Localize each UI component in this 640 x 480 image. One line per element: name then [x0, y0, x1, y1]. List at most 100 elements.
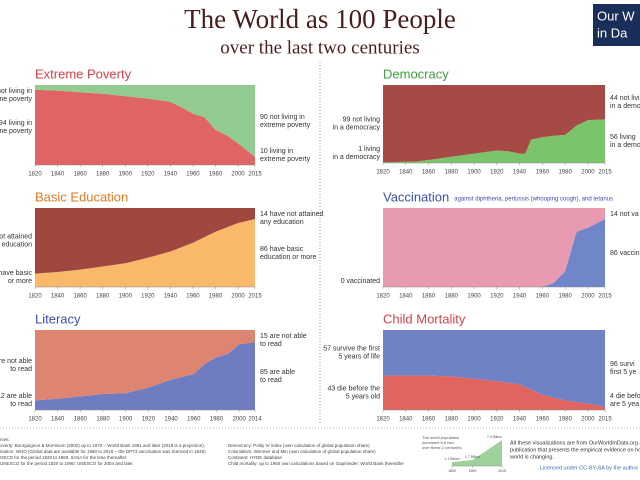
- area: [35, 208, 255, 274]
- series-label: y education: [0, 242, 32, 249]
- series-label: any education: [260, 219, 304, 226]
- series-label: 44 not livi: [610, 95, 640, 102]
- inset-note: The world population: [422, 435, 459, 440]
- x-tick-label: 1900: [467, 417, 481, 423]
- footer-license: Licensed under CC-BY-SA by the author: [540, 465, 638, 471]
- footer-source: ination: WHO (Global data are available …: [0, 449, 206, 454]
- series-label: first 5 ye: [610, 369, 637, 376]
- series-label: 1 living: [358, 146, 380, 153]
- x-tick-label: 2015: [598, 417, 612, 423]
- series-label: to read: [260, 341, 282, 348]
- x-tick-label: 1840: [51, 294, 65, 300]
- x-tick-label: 2015: [248, 172, 262, 178]
- x-tick-label: 1960: [536, 170, 550, 176]
- panel-title: Literacy: [35, 311, 81, 326]
- page-title: The World as 100 People: [184, 4, 456, 34]
- area: [383, 375, 605, 410]
- footer-source: overty: Bourguignon & Morrisson (2002) u…: [0, 443, 205, 448]
- logo-text: Our W: [597, 8, 635, 23]
- panel-title: Extreme Poverty: [35, 66, 132, 81]
- x-tick-label: 1900: [469, 469, 477, 473]
- logo: [593, 4, 640, 46]
- series-label: to read: [10, 366, 32, 373]
- x-tick-label: 1860: [73, 294, 87, 300]
- x-tick-label: 2000: [581, 294, 595, 300]
- area: [35, 89, 255, 165]
- x-tick-label: 1920: [141, 294, 155, 300]
- series-label: education or more: [260, 254, 317, 261]
- series-label: 57 survive the first: [323, 346, 380, 353]
- x-tick-label: 2015: [248, 294, 262, 300]
- x-tick-label: 1860: [422, 294, 436, 300]
- x-tick-label: 1960: [186, 172, 200, 178]
- x-tick-label: 2000: [232, 417, 246, 423]
- area: [383, 119, 605, 163]
- x-tick-label: 2015: [598, 170, 612, 176]
- series-label: to read: [10, 401, 32, 408]
- series-label: in a democracy: [333, 124, 381, 131]
- series-label: 90 not living in: [260, 114, 305, 121]
- x-tick-label: 1860: [422, 170, 436, 176]
- series-label: 56 living: [610, 134, 636, 141]
- x-tick-label: 1940: [513, 170, 527, 176]
- series-label: 14 have not attained: [260, 211, 324, 218]
- area: [35, 85, 255, 157]
- area: [383, 208, 605, 287]
- footer-source: Continent: HYDE database: [228, 455, 283, 460]
- x-tick-label: 1860: [74, 417, 88, 423]
- area: [35, 342, 255, 410]
- footer-source: Democracy: Polity IV index (own calculat…: [228, 443, 370, 448]
- x-tick-label: 1820: [376, 417, 390, 423]
- x-tick-label: 1880: [445, 417, 459, 423]
- x-tick-label: 1960: [186, 294, 200, 300]
- series-label: in a democ: [610, 103, 640, 110]
- series-label: extreme poverty: [0, 128, 32, 135]
- x-tick-label: 1940: [164, 417, 178, 423]
- footer-source: OECD for the period 1820 to 1960. IIASA …: [0, 455, 127, 460]
- series-label: 85 are able: [260, 369, 295, 376]
- x-tick-label: 1820: [28, 417, 42, 423]
- series-label: 4 die befo: [610, 393, 640, 400]
- series-label: 94 living in: [0, 120, 32, 127]
- x-tick-label: 1980: [558, 170, 572, 176]
- x-tick-label: 1880: [445, 170, 459, 176]
- series-label: 14 not va: [610, 211, 639, 218]
- footer-about: world is changing.: [509, 454, 554, 460]
- x-tick-label: 1940: [164, 172, 178, 178]
- x-tick-label: 1860: [422, 417, 436, 423]
- x-tick-label: 1860: [73, 172, 87, 178]
- series-label: extreme poverty: [260, 122, 311, 129]
- x-tick-label: 1820: [376, 294, 390, 300]
- x-tick-label: 1960: [536, 294, 550, 300]
- x-tick-label: 1920: [142, 417, 156, 423]
- x-tick-label: 2000: [581, 417, 595, 423]
- series-label: extreme poverty: [0, 96, 32, 103]
- footer-source: Child mortality: up to 1960 own calculat…: [228, 461, 405, 466]
- panel-subtitle: against diphtheria, pertussis (whooping …: [454, 197, 613, 203]
- footer-source: Colonialism: Wimmer and Min (own calcula…: [228, 449, 376, 454]
- series-label: 0 vaccinated: [341, 278, 380, 285]
- x-tick-label: 2000: [231, 294, 245, 300]
- area: [383, 219, 605, 287]
- value-label: 1.1 Billion: [444, 457, 459, 461]
- x-tick-label: 1880: [96, 417, 110, 423]
- x-tick-label: 1900: [119, 294, 133, 300]
- area: [383, 330, 605, 407]
- panel-title: Democracy: [383, 66, 449, 81]
- series-label: are 5 yea: [610, 401, 639, 408]
- x-tick-label: 1940: [164, 294, 178, 300]
- series-label: are not able: [0, 358, 32, 365]
- x-tick-label: 1880: [96, 172, 110, 178]
- x-tick-label: 1840: [51, 417, 65, 423]
- x-tick-label: 1820: [376, 170, 390, 176]
- x-tick-label: 1840: [51, 172, 65, 178]
- x-tick-label: 1940: [513, 294, 527, 300]
- x-tick-label: 1900: [119, 417, 133, 423]
- page-subtitle: over the last two centuries: [220, 37, 419, 58]
- x-tick-label: 1900: [467, 170, 481, 176]
- footer-about: All these visualizations are from OurWor…: [510, 440, 640, 446]
- series-label: to read: [260, 377, 282, 384]
- panel-title: Vaccination: [383, 189, 449, 204]
- x-tick-label: 1920: [490, 170, 504, 176]
